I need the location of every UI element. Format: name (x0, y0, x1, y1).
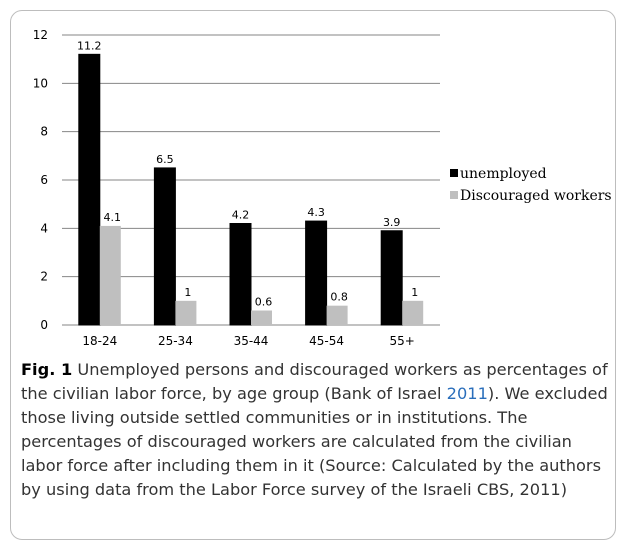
bar-discouraged-workers (402, 300, 424, 325)
x-tick-label: 45-54 (309, 334, 344, 348)
figure-caption: Fig. 1 Unemployed persons and discourage… (21, 358, 611, 502)
y-tick-label: 4 (40, 221, 48, 235)
legend-label: Discouraged workers (460, 188, 612, 204)
caption-text-after-link: ). We excluded those living outside sett… (21, 384, 608, 499)
bar-discouraged-workers (251, 310, 272, 325)
bar-unemployed (305, 220, 328, 326)
bar-discouraged-workers (99, 225, 121, 325)
data-label: 1 (184, 286, 191, 299)
caption-text-before-link: Unemployed persons and discouraged worke… (21, 360, 608, 403)
y-tick-label: 2 (40, 270, 48, 284)
x-tick-label: 35-44 (234, 334, 269, 348)
data-label: 0.8 (330, 291, 348, 304)
data-label: 11.2 (77, 39, 102, 52)
bar-unemployed (78, 53, 101, 326)
x-tick-label: 25-34 (158, 334, 193, 348)
data-label: 6.5 (156, 153, 174, 166)
y-tick-label: 6 (40, 173, 48, 187)
data-label: 4.2 (232, 209, 250, 222)
bar-unemployed (380, 230, 403, 326)
x-tick-label: 55+ (390, 334, 415, 348)
x-tick-label: 18-24 (82, 334, 117, 348)
bar-unemployed (229, 223, 252, 326)
bar-chart: 0 2 4 6 8 10 12 11.2 4.1 6.5 1 4.2 0.6 4.3 0.8 3.9 1 18… (33, 28, 612, 348)
figure-label: Fig. 1 (21, 360, 73, 379)
data-label: 4.1 (104, 211, 122, 224)
y-tick-label: 12 (33, 28, 48, 42)
y-tick-label: 8 (40, 125, 48, 139)
bar-discouraged-workers (326, 305, 348, 325)
legend-swatch (450, 191, 458, 199)
data-label: 1 (411, 286, 418, 299)
legend-label: unemployed (460, 166, 547, 182)
data-label: 0.6 (255, 296, 273, 309)
y-tick-label: 0 (40, 318, 48, 332)
citation-link[interactable]: 2011 (446, 384, 488, 403)
bar-unemployed (153, 167, 176, 326)
bar-discouraged-workers (175, 300, 197, 325)
data-label: 4.3 (307, 206, 325, 219)
y-tick-label: 10 (33, 76, 48, 90)
data-label: 3.9 (383, 216, 401, 229)
legend-swatch (450, 169, 458, 177)
